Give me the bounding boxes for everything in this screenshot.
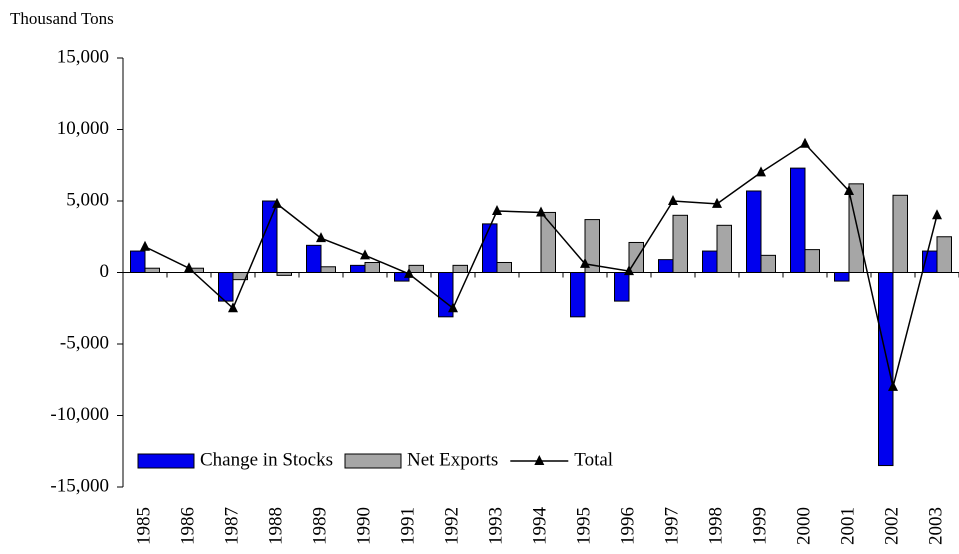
bar	[232, 272, 248, 281]
x-tick-label: 1993	[485, 507, 506, 545]
x-tick-label: 2000	[793, 507, 814, 545]
bar	[276, 272, 292, 276]
marker	[888, 380, 898, 391]
marker	[492, 205, 502, 216]
marker	[624, 265, 634, 276]
bar	[130, 250, 146, 274]
x-tick-label: 1991	[397, 507, 418, 545]
bar	[702, 250, 718, 274]
legend-label: Change in Stocks	[200, 449, 333, 470]
y-tick-label: -5,000	[60, 332, 109, 353]
y-tick-label: -15,000	[50, 475, 109, 496]
bar	[320, 266, 336, 273]
marker	[448, 302, 458, 313]
bar	[144, 267, 160, 273]
y-axis-title: Thousand Tons	[10, 9, 114, 28]
marker	[316, 232, 326, 243]
marker	[932, 209, 942, 220]
bar	[262, 200, 278, 273]
bar	[614, 272, 630, 302]
x-tick-label: 2002	[881, 507, 902, 545]
marker	[536, 206, 546, 217]
x-tick-label: 1994	[529, 507, 550, 546]
bar	[540, 211, 556, 274]
x-tick-label: 1990	[353, 507, 374, 545]
x-tick-label: 1989	[309, 507, 330, 545]
x-tick-label: 1985	[133, 507, 154, 545]
x-tick-label: 2001	[837, 507, 858, 545]
bar	[584, 219, 600, 273]
legend-swatch	[137, 453, 195, 469]
x-tick-label: 1988	[265, 507, 286, 545]
y-tick-label: 10,000	[57, 118, 109, 139]
y-tick-label: 5,000	[66, 189, 109, 210]
marker	[712, 197, 722, 208]
bar	[936, 236, 952, 273]
bar	[746, 190, 762, 274]
bar	[570, 272, 586, 318]
bar	[878, 272, 894, 467]
bar	[716, 224, 732, 273]
bar	[496, 261, 512, 273]
bar	[452, 264, 468, 274]
bar	[672, 214, 688, 274]
x-tick-label: 1995	[573, 507, 594, 545]
legend-label: Total	[574, 449, 613, 470]
marker	[184, 262, 194, 273]
legend-swatch	[534, 455, 545, 465]
marker	[844, 184, 854, 195]
bar	[306, 244, 322, 274]
marker	[800, 137, 810, 148]
x-tick-label: 1996	[617, 507, 638, 545]
bar	[804, 249, 820, 273]
legend-label: Net Exports	[407, 449, 498, 470]
legend-swatch	[344, 453, 402, 469]
y-tick-label: 0	[100, 261, 110, 282]
bar	[892, 194, 908, 273]
x-tick-label: 2003	[925, 507, 946, 545]
bar	[408, 264, 424, 274]
marker	[580, 257, 590, 268]
x-tick-label: 1999	[749, 507, 770, 545]
marker	[360, 249, 370, 260]
marker	[228, 302, 238, 313]
marker	[272, 197, 282, 208]
marker	[756, 166, 766, 177]
marker	[404, 267, 414, 278]
bar	[848, 183, 864, 273]
x-tick-label: 1998	[705, 507, 726, 545]
y-tick-label: 15,000	[57, 46, 109, 67]
marker	[668, 195, 678, 205]
x-tick-label: 1987	[221, 507, 242, 545]
x-tick-label: 1992	[441, 507, 462, 545]
bar	[482, 223, 498, 274]
x-tick-label: 1997	[661, 507, 682, 545]
y-tick-label: -10,000	[50, 404, 109, 425]
bar	[834, 272, 850, 282]
x-tick-label: 1986	[177, 507, 198, 545]
bar	[350, 264, 366, 274]
bar	[658, 259, 674, 274]
bar	[760, 254, 776, 273]
bar	[364, 261, 380, 273]
bar	[790, 167, 806, 273]
marker	[140, 240, 150, 251]
